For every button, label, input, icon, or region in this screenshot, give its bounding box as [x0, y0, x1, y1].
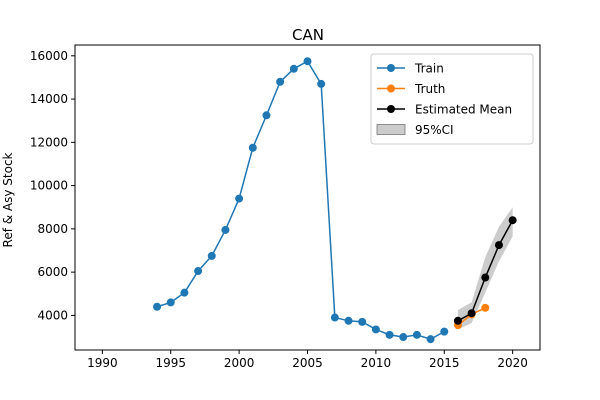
legend-marker-estimated-mean: [387, 105, 395, 113]
x-tick-label: 1990: [87, 356, 118, 370]
y-tick-label: 10000: [30, 179, 68, 193]
x-tick-label: 2000: [224, 356, 255, 370]
data-point-train: [248, 143, 257, 152]
x-tick-label: 2015: [429, 356, 460, 370]
legend-marker-truth: [387, 84, 395, 93]
series-layer: [153, 57, 517, 344]
data-point-train: [317, 79, 326, 88]
y-tick-label: 14000: [30, 92, 68, 106]
series-line-train: [156, 60, 445, 340]
legend-box: [370, 53, 534, 145]
data-point-train: [412, 330, 421, 339]
y-axis-label: Ref & Asy Stock: [1, 152, 15, 247]
data-point-train: [330, 313, 339, 322]
legend-marker-train: [387, 64, 395, 72]
data-point-estimated-mean: [453, 316, 462, 325]
legend-label-95-ci: 95%CI: [415, 123, 454, 137]
data-point-train: [426, 335, 435, 344]
legend-swatch-ci: [376, 124, 406, 135]
data-point-train: [289, 64, 298, 73]
data-point-train: [399, 333, 408, 342]
x-tick-label: 1995: [155, 356, 186, 370]
data-point-train: [371, 325, 380, 334]
y-tick-label: 8000: [37, 222, 68, 236]
x-tick-label: 2010: [361, 356, 392, 370]
data-point-estimated-mean: [494, 241, 503, 250]
x-tick-label: 2005: [292, 356, 323, 370]
x-axis: 1990 1995 2000 2005 2010 2015 2020: [87, 350, 528, 370]
data-point-train: [221, 225, 230, 234]
data-point-train: [207, 251, 216, 260]
chart-title: CAN: [292, 26, 324, 44]
ci-layer: [457, 207, 513, 330]
data-point-train: [166, 298, 175, 307]
y-axis: 4000 6000 8000 10000 12000 14000 16000: [30, 49, 75, 322]
series-train: [153, 57, 449, 344]
legend-label-train: Train: [414, 62, 444, 76]
y-tick-label: 6000: [37, 265, 68, 279]
data-point-truth: [481, 303, 490, 312]
x-tick-label: 2020: [497, 356, 528, 370]
legend: Train Truth Estimated Mean 95%CI: [370, 53, 534, 145]
data-point-estimated-mean: [508, 216, 517, 225]
data-point-estimated-mean: [481, 273, 490, 282]
data-point-train: [303, 57, 312, 66]
data-point-train: [153, 302, 162, 311]
series-estimated-mean: [453, 216, 517, 325]
data-point-train: [235, 194, 244, 203]
y-tick-label: 12000: [30, 135, 68, 149]
y-tick-label: 16000: [30, 49, 68, 63]
data-point-train: [276, 77, 285, 86]
ci-band: [457, 207, 513, 330]
data-point-estimated-mean: [467, 309, 476, 318]
data-point-train: [358, 317, 367, 326]
data-point-train: [344, 316, 353, 325]
y-tick-label: 4000: [37, 308, 68, 322]
legend-label-estimated-mean: Estimated Mean: [415, 103, 512, 117]
data-point-train: [194, 267, 203, 276]
data-point-train: [385, 330, 394, 339]
data-point-train: [440, 327, 449, 336]
legend-label-truth: Truth: [414, 82, 445, 96]
data-point-train: [262, 111, 271, 120]
data-point-train: [180, 288, 189, 297]
